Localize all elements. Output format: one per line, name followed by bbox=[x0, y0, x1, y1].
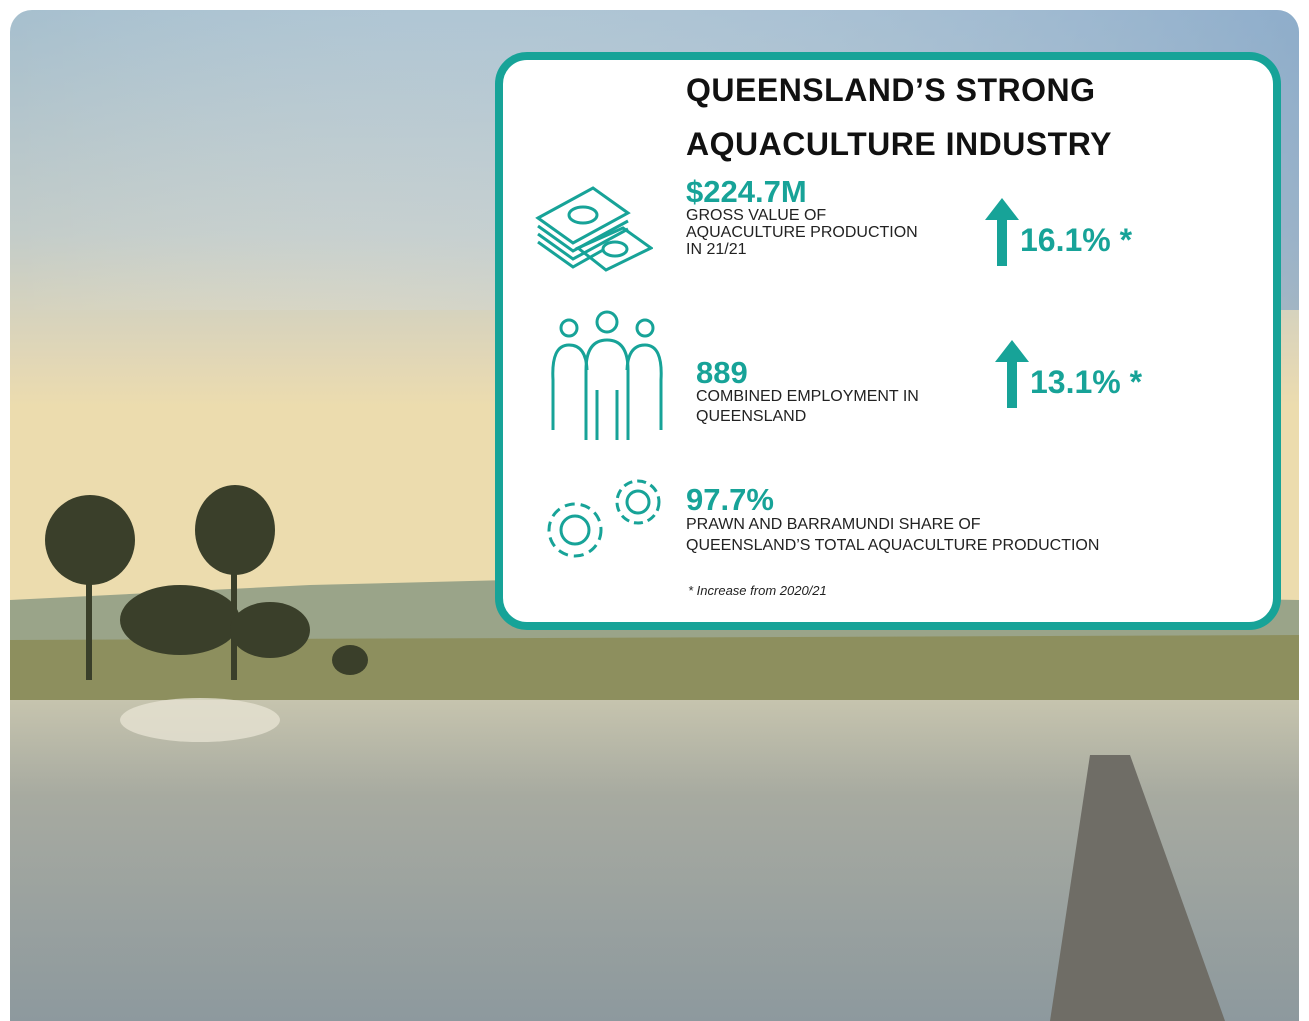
footnote: * Increase from 2020/21 bbox=[688, 583, 827, 598]
stat-label: AQUACULTURE PRODUCTION bbox=[686, 224, 918, 241]
stat-value: 97.7% bbox=[686, 485, 774, 515]
money-icon bbox=[533, 178, 653, 278]
stat-change: 16.1% * bbox=[1020, 222, 1132, 259]
title: AQUACULTURE INDUSTRY bbox=[686, 126, 1112, 163]
stat-value: 889 bbox=[696, 358, 748, 388]
stat-change: 13.1% * bbox=[1030, 364, 1142, 401]
people-icon bbox=[541, 310, 671, 445]
stat-label: COMBINED EMPLOYMENT IN bbox=[696, 388, 919, 405]
up-arrow bbox=[985, 198, 1019, 268]
gears-icon bbox=[543, 472, 673, 562]
page: QUEENSLAND’S STRONG AQUACULTURE INDUSTRY… bbox=[0, 0, 1309, 1021]
info-card: QUEENSLAND’S STRONG AQUACULTURE INDUSTRY… bbox=[495, 52, 1281, 630]
stat-label: PRAWN AND BARRAMUNDI SHARE OF bbox=[686, 516, 981, 533]
stat-label: GROSS VALUE OF bbox=[686, 207, 826, 224]
stat-label: QUEENSLAND bbox=[696, 408, 806, 425]
up-arrow bbox=[995, 340, 1029, 410]
stat-label: QUEENSLAND’S TOTAL AQUACULTURE PRODUCTIO… bbox=[686, 537, 1099, 554]
stat-label: IN 21/21 bbox=[686, 241, 746, 258]
title: QUEENSLAND’S STRONG bbox=[686, 72, 1096, 109]
stat-value: $224.7M bbox=[686, 177, 807, 207]
